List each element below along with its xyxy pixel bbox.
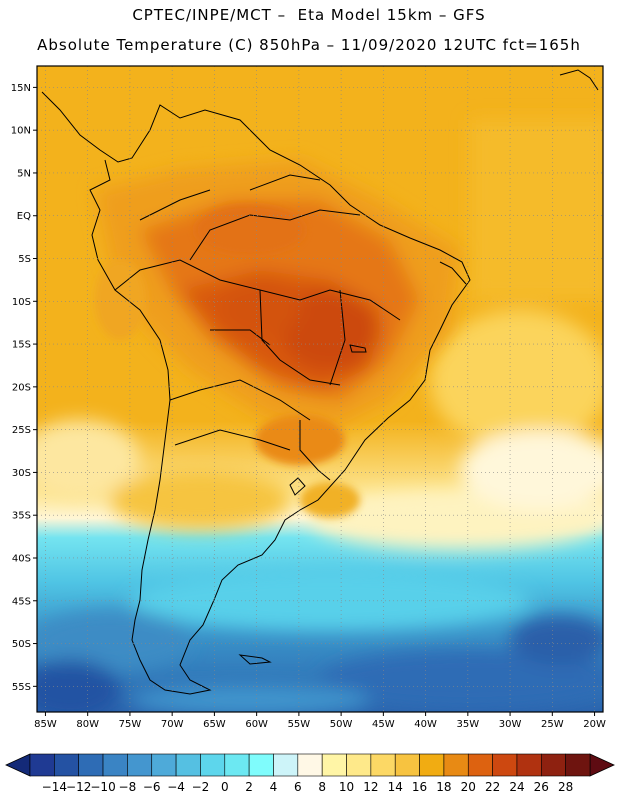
title-line-2: Absolute Temperature (C) 850hPa – 11/09/… xyxy=(37,36,581,54)
lat-tick-label: 15N xyxy=(11,83,31,94)
lat-tick-label: 35S xyxy=(12,511,31,522)
colorbar-swatch xyxy=(248,753,274,777)
colorbar-label: 28 xyxy=(558,780,573,794)
colorbar-swatch xyxy=(175,753,201,777)
lon-tick-label: 65W xyxy=(203,719,226,730)
colorbar-swatch xyxy=(29,753,55,777)
colorbar-swatch xyxy=(102,753,128,777)
lon-tick-label: 45W xyxy=(372,719,395,730)
lon-tick-label: 75W xyxy=(119,719,142,730)
colorbar-label: −8 xyxy=(119,780,137,794)
lat-tick-label: 55S xyxy=(12,682,31,693)
lat-tick-label: 40S xyxy=(12,553,31,564)
lon-tick-label: 40W xyxy=(414,719,437,730)
lat-tick-label: 45S xyxy=(12,596,31,607)
colorbar-swatch xyxy=(224,753,250,777)
lon-tick-label: 35W xyxy=(457,719,480,730)
colorbar-label: −10 xyxy=(90,780,115,794)
lat-tick-label: 5S xyxy=(18,254,31,265)
colorbar-label: −4 xyxy=(167,780,185,794)
colorbar-label: 4 xyxy=(270,780,278,794)
lon-tick-label: 70W xyxy=(161,719,184,730)
colorbar-swatch xyxy=(565,753,591,777)
colorbar-label: 0 xyxy=(221,780,229,794)
lon-tick-label: 80W xyxy=(76,719,99,730)
colorbar-swatch xyxy=(394,753,420,777)
lat-tick-label: EQ xyxy=(17,211,31,222)
colorbar-swatch xyxy=(443,753,469,777)
colorbar-label: 12 xyxy=(363,780,378,794)
colorbar-label: 6 xyxy=(294,780,302,794)
colorbar-label: 2 xyxy=(245,780,253,794)
lat-tick-label: 30S xyxy=(12,468,31,479)
colorbar-label: 14 xyxy=(388,780,403,794)
colorbar-swatch xyxy=(54,753,79,777)
lon-tick-label: 30W xyxy=(499,719,522,730)
lon-tick-label: 20W xyxy=(583,719,606,730)
colorbar: −14 −12 −10 −8 −6 −4 −2 0 2 4 6 8 10 12 14 16 18 20 22 24 26… xyxy=(5,753,615,794)
colorbar-label: 18 xyxy=(436,780,451,794)
lat-tick-label: 50S xyxy=(12,639,31,650)
colorbar-under-arrow xyxy=(5,753,31,777)
colorbar-swatch xyxy=(492,753,518,777)
lat-tick-label: 25S xyxy=(12,425,31,436)
lat-tick-label: 10N xyxy=(11,126,31,137)
colorbar-swatch xyxy=(297,753,323,777)
lon-tick-label: 25W xyxy=(541,719,564,730)
colorbar-label: 20 xyxy=(461,780,476,794)
plot-frame xyxy=(36,65,604,713)
colorbar-label: −6 xyxy=(143,780,161,794)
colorbar-swatch xyxy=(516,753,542,777)
colorbar-swatch xyxy=(419,753,445,777)
colorbar-swatch xyxy=(541,753,566,777)
colorbar-swatch xyxy=(78,753,104,777)
lat-tick-label: 5N xyxy=(17,168,31,179)
colorbar-label: 8 xyxy=(318,780,326,794)
colorbar-label: 16 xyxy=(412,780,427,794)
lon-tick-label: 50W xyxy=(330,719,353,730)
colorbar-label: 22 xyxy=(485,780,500,794)
colorbar-swatch xyxy=(273,753,299,777)
colorbar-label: −14 xyxy=(42,780,67,794)
colorbar-swatch xyxy=(370,753,396,777)
colorbar-label: 26 xyxy=(534,780,549,794)
title-line-1: CPTEC/INPE/MCT – Eta Model 15km – GFS xyxy=(132,6,486,24)
colorbar-swatch xyxy=(467,753,493,777)
colorbar-swatch xyxy=(346,753,372,777)
lon-tick-label: 85W xyxy=(34,719,57,730)
lat-tick-label: 20S xyxy=(12,382,31,393)
lon-tick-label: 55W xyxy=(288,719,311,730)
colorbar-swatch xyxy=(200,753,226,777)
colorbar-label: −2 xyxy=(192,780,210,794)
colorbar-swatch xyxy=(321,753,347,777)
colorbar-over-arrow xyxy=(589,753,615,777)
lat-tick-label: 10S xyxy=(12,297,31,308)
colorbar-swatch xyxy=(127,753,153,777)
coastlines xyxy=(41,69,599,695)
lon-tick-label: 60W xyxy=(245,719,268,730)
colorbar-label: −12 xyxy=(66,780,91,794)
colorbar-swatch xyxy=(151,753,177,777)
lat-tick-label: 15S xyxy=(12,340,31,351)
colorbar-label: 10 xyxy=(339,780,354,794)
colorbar-label: 24 xyxy=(509,780,524,794)
map-plot-area xyxy=(37,66,603,712)
